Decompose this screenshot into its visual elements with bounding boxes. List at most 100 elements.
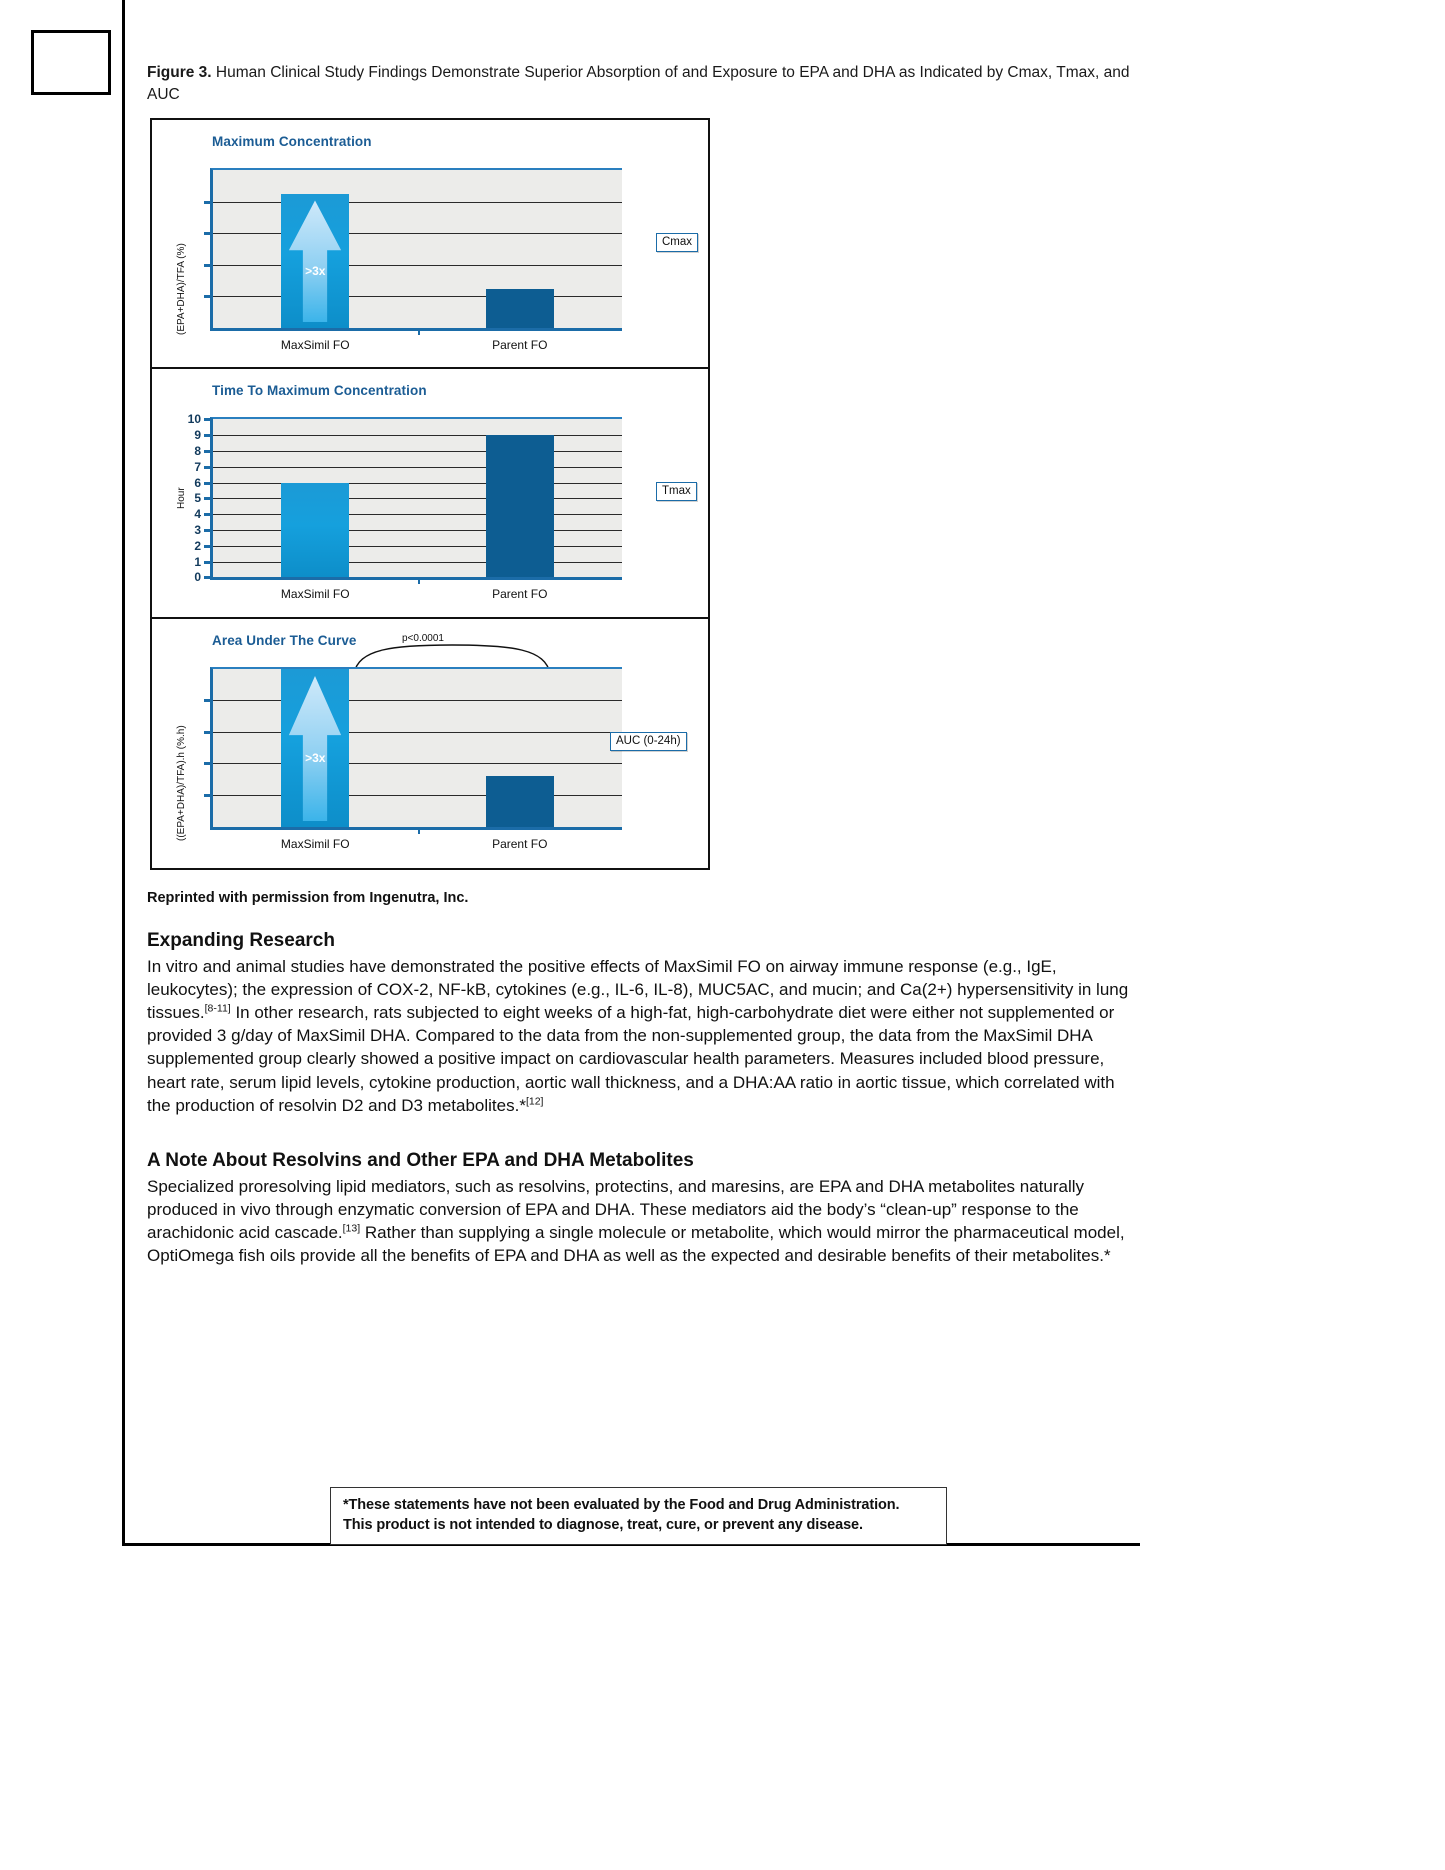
- chart-title-cmax: Maximum Concentration: [212, 134, 372, 149]
- y-axis-tick-label: 10: [187, 412, 201, 427]
- legend-badge-auc: AUC (0-24h): [610, 731, 687, 751]
- grid-line: [213, 482, 622, 484]
- grid-line: [213, 450, 622, 452]
- legend-badge-tmax: Tmax: [656, 482, 697, 502]
- y-axis-tick-label: 6: [194, 475, 201, 490]
- section-expanding-research: Expanding Research In vitro and animal s…: [147, 930, 1137, 1117]
- y-axis-tick: [204, 576, 213, 580]
- chart-panel-cmax: Maximum Concentration (EPA+DHA)/TFA (%) …: [152, 120, 708, 370]
- x-axis-category-label: MaxSimil FO: [280, 338, 350, 352]
- citation-ref: [12]: [525, 1095, 544, 1107]
- y-axis-label-tmax: Hour: [176, 487, 187, 510]
- disclaimer-line-1: *These statements have not been evaluate…: [343, 1497, 900, 1513]
- page-left-rule: [122, 0, 125, 1545]
- citation-ref: [13]: [342, 1222, 361, 1235]
- grid-line: [213, 296, 622, 298]
- x-axis-tick: [417, 577, 420, 585]
- bar-maxsimil-fo: >3x: [281, 193, 350, 328]
- y-axis-tick: [204, 730, 213, 734]
- x-axis-category-label: Parent FO: [492, 587, 548, 602]
- y-axis-tick-label: 1: [194, 554, 201, 569]
- grid-line: [213, 264, 622, 266]
- y-axis-tick: [204, 528, 213, 532]
- y-axis-tick-label: 0: [194, 570, 201, 585]
- y-axis-tick: [204, 465, 213, 469]
- grid-line: [213, 435, 622, 437]
- y-axis-tick: [204, 497, 213, 501]
- p-value-annotation: p<0.0001: [402, 632, 444, 644]
- disclaimer-line-2: This product is not intended to diagnose…: [343, 1517, 863, 1533]
- y-axis-tick: [204, 200, 213, 204]
- grid-line: [213, 466, 622, 468]
- plot-top-rail: [213, 417, 622, 420]
- grid-line: [213, 763, 622, 765]
- y-axis-tick-label: 5: [194, 491, 201, 506]
- y-axis-tick: [204, 481, 213, 485]
- plot-area-auc: >3x MaxSimil FO Parent FO: [204, 666, 622, 851]
- reprint-permission-note: Reprinted with permission from Ingenutra…: [147, 890, 469, 906]
- grid-line: [213, 514, 622, 516]
- x-axis-tick: [417, 826, 420, 834]
- section-heading: A Note About Resolvins and Other EPA and…: [147, 1150, 694, 1171]
- fold-change-label: >3x: [305, 263, 326, 278]
- y-axis-tick: [204, 794, 213, 798]
- y-axis-tick: [204, 263, 213, 267]
- y-axis-label-auc: ((EPA+DHA)/TFA).h (%.h): [176, 724, 187, 841]
- y-axis-tick-label: 4: [194, 507, 201, 522]
- y-axis-tick: [204, 544, 213, 548]
- chart-panel-auc: Area Under The Curve ((EPA+DHA)/TFA).h (…: [152, 619, 708, 868]
- page-corner-mark: [31, 30, 111, 95]
- y-axis-tick: [204, 295, 213, 299]
- plot-top-rail: [213, 666, 622, 669]
- chart-title-tmax: Time To Maximum Concentration: [212, 383, 427, 399]
- section-heading: Expanding Research: [147, 930, 335, 951]
- grid-line: [213, 700, 622, 702]
- y-axis-tick-label: 8: [194, 443, 201, 458]
- grid-line: [213, 233, 622, 235]
- y-axis-tick: [204, 232, 213, 236]
- y-axis-tick-label: 9: [194, 428, 201, 443]
- y-axis-tick: [204, 434, 213, 438]
- grid-line: [213, 561, 622, 563]
- section-paragraph: Specialized proresolving lipid mediators…: [147, 1177, 1125, 1266]
- x-axis-category-label: Parent FO: [492, 338, 548, 352]
- bar-maxsimil-fo: [281, 482, 350, 578]
- figure-caption-label: Figure 3.: [147, 64, 212, 81]
- y-axis-tick: [204, 513, 213, 517]
- citation-ref: [8-11]: [204, 1002, 231, 1015]
- fold-change-label: >3x: [305, 750, 326, 765]
- y-axis-tick: [204, 762, 213, 766]
- y-axis-tick-label: 2: [194, 538, 201, 553]
- up-arrow-icon: [289, 200, 342, 322]
- x-axis-category-label: Parent FO: [492, 836, 548, 851]
- y-axis-tick: [204, 418, 213, 422]
- grid-line: [213, 498, 622, 500]
- x-axis-category-label: MaxSimil FO: [280, 836, 350, 851]
- grid-line: [213, 201, 622, 203]
- y-axis-label-cmax: (EPA+DHA)/TFA (%): [176, 243, 187, 335]
- fda-disclaimer-box: *These statements have not been evaluate…: [330, 1487, 947, 1545]
- p-value-bracket-icon: [353, 643, 551, 674]
- section-resolvins-note: A Note About Resolvins and Other EPA and…: [147, 1150, 1137, 1267]
- x-axis-category-label: MaxSimil FO: [280, 587, 350, 602]
- y-axis-tick-label: 3: [194, 522, 201, 537]
- y-axis-tick-label: 7: [194, 459, 201, 474]
- legend-badge-cmax: Cmax: [656, 233, 699, 252]
- bar-parent-fo: [485, 435, 554, 578]
- plot-area-tmax: 0 1 2 3 4 5 6 7 8 9 10 MaxSimil FO Parent FO: [188, 412, 622, 601]
- grid-line: [213, 529, 622, 531]
- x-axis-tick: [417, 328, 420, 335]
- plot-top-rail: [213, 168, 622, 170]
- grid-line: [213, 545, 622, 547]
- y-axis-tick: [204, 699, 213, 703]
- bar-parent-fo: [485, 776, 554, 827]
- chart-title-auc: Area Under The Curve: [212, 632, 357, 648]
- figure-caption-text: Human Clinical Study Findings Demonstrat…: [147, 64, 1130, 103]
- bar-parent-fo: [485, 288, 554, 328]
- up-arrow-icon: [289, 675, 342, 821]
- y-axis-tick: [204, 449, 213, 453]
- plot-area-cmax: >3x MaxSimil FO Parent FO: [204, 168, 622, 352]
- figure-caption: Figure 3. Human Clinical Study Findings …: [147, 62, 1137, 106]
- figure-3-container: Maximum Concentration (EPA+DHA)/TFA (%) …: [150, 118, 710, 870]
